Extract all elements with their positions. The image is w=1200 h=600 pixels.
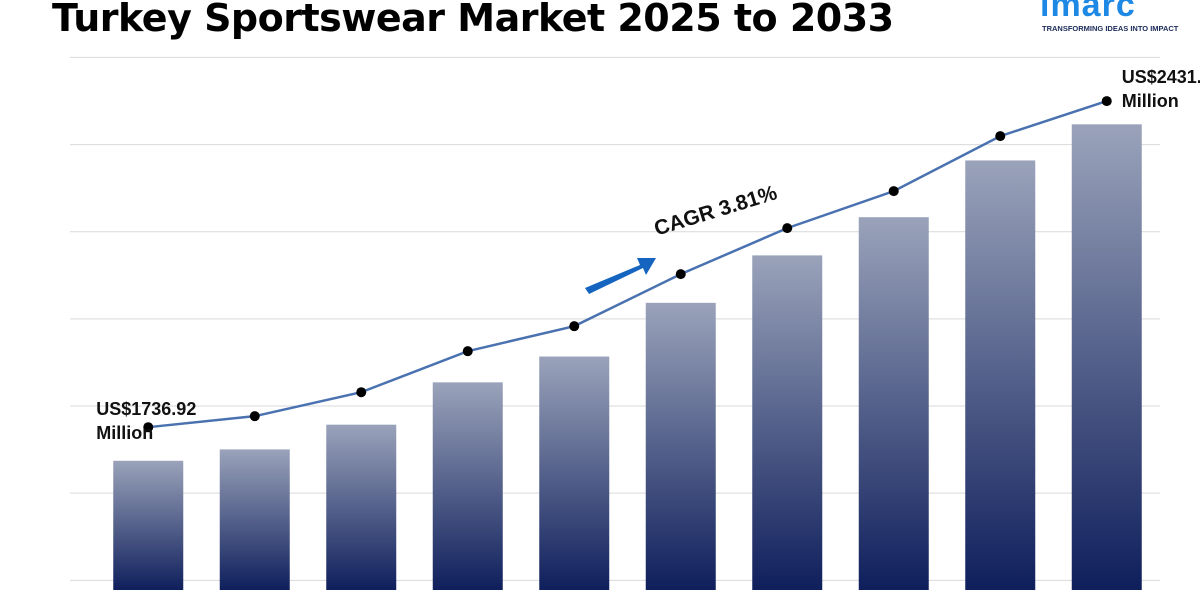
bar xyxy=(326,424,397,590)
trend-point xyxy=(1101,96,1112,107)
bar xyxy=(539,356,610,590)
trend-point xyxy=(356,387,367,398)
trend-point xyxy=(462,346,473,357)
trend-point xyxy=(782,223,793,234)
cagr-arrow xyxy=(585,258,656,294)
bar xyxy=(432,382,503,590)
trend-point xyxy=(143,422,154,433)
trend-point xyxy=(675,269,686,280)
trend-point xyxy=(569,321,580,332)
bar xyxy=(965,160,1036,590)
bar xyxy=(113,460,184,590)
logo-tagline: TRANSFORMING IDEAS INTO IMPACT xyxy=(1042,24,1179,33)
trend-point xyxy=(888,186,899,197)
trend-line xyxy=(148,99,1108,429)
value-label: US$1736.92 Million xyxy=(96,399,197,444)
trend-point xyxy=(995,131,1006,142)
trend-point xyxy=(249,411,260,422)
bar xyxy=(1071,124,1142,591)
bar xyxy=(645,302,716,590)
chart-title: Turkey Sportswear Market 2025 to 2033 xyxy=(52,0,894,40)
logo: imarc xyxy=(1040,0,1136,24)
bar xyxy=(752,255,823,590)
bar xyxy=(219,449,290,590)
bar xyxy=(858,217,929,590)
value-label: US$2431.83 Million xyxy=(1121,67,1200,112)
